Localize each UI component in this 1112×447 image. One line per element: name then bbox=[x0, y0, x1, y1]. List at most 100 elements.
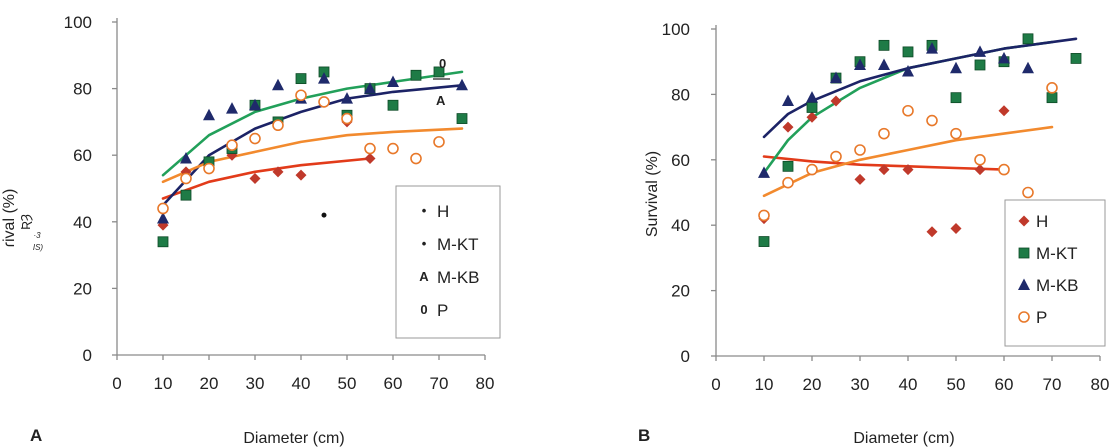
panel-a-point-h bbox=[249, 173, 261, 185]
panel-a-y-axis-title: ɾival (%) bbox=[1, 189, 18, 248]
panel-a-point-p bbox=[226, 139, 238, 152]
panel-b-point-m-kt bbox=[974, 59, 986, 71]
panel-b-x-tick-label: 0 bbox=[711, 375, 720, 394]
panel-b-legend-marker bbox=[1018, 311, 1030, 323]
panel-b-point-p bbox=[806, 163, 818, 176]
panel-a-point-m-kb bbox=[272, 78, 284, 91]
panel-b-point-h bbox=[998, 105, 1010, 117]
panel-b-y-tick-label: 20 bbox=[671, 282, 690, 301]
panel-a-legend-box bbox=[395, 185, 501, 339]
panel-a-trend-h bbox=[161, 157, 372, 200]
panel-a-y-tick-label: 40 bbox=[73, 213, 92, 232]
panel-b-point-p bbox=[974, 154, 986, 166]
panel-a-point-m-kb bbox=[180, 152, 192, 164]
panel-b-point-p bbox=[902, 104, 914, 117]
panel-a-x-tick-label: 40 bbox=[292, 374, 311, 393]
panel-a-point-h bbox=[295, 169, 307, 181]
panel-b-y-axis-title: Survival (%) bbox=[644, 151, 661, 237]
panel-a-point-m-kb bbox=[456, 78, 468, 91]
panel-a-legend: • H • M-KT A M-KB 0 P bbox=[395, 185, 501, 339]
panel-b-point-h bbox=[926, 226, 938, 238]
panel-a-point-p bbox=[410, 152, 422, 165]
panel-b-legend-marker bbox=[1018, 215, 1030, 227]
panel-a-point-m-kb bbox=[203, 108, 215, 121]
panel-b-y-tick-label: 60 bbox=[671, 151, 690, 170]
panel-b-x-tick-label: 30 bbox=[851, 375, 870, 394]
panel-a-point-m-kb bbox=[387, 75, 399, 87]
panel-b-x-tick-label: 20 bbox=[803, 375, 822, 394]
panel-b-x-tick-label: 50 bbox=[947, 375, 966, 394]
panel-b-point-m-kb bbox=[830, 71, 842, 84]
panel-b-point-m-kt bbox=[758, 236, 770, 247]
panel-a-point-p bbox=[203, 162, 215, 175]
panel-a-point-p bbox=[433, 136, 445, 148]
panel-b-point-p bbox=[926, 114, 938, 127]
panel-a-legend-label: M-KB bbox=[437, 268, 480, 287]
panel-a-x-tick-label: 30 bbox=[246, 374, 265, 393]
panel-b-legend-label: P bbox=[1036, 308, 1047, 327]
panel-b-point-m-kb bbox=[950, 61, 962, 74]
panel-a-x-tick-label: 80 bbox=[476, 374, 495, 393]
panel-a-point-m-kt bbox=[295, 73, 307, 85]
panel-a-point-m-kb bbox=[226, 102, 238, 114]
panel-a-point-m-kt bbox=[410, 69, 422, 81]
panel-a-point-m-kb bbox=[157, 211, 169, 224]
panel-a-point-m-kt bbox=[180, 189, 192, 201]
panel-b-point-h bbox=[806, 111, 818, 123]
panel-a-legend-marker: • bbox=[422, 236, 427, 251]
panel-b-plot-area: 0 20 40 60 80 100 0 10 20 30 40 50 60 70 80 bbox=[662, 20, 1110, 394]
panel-a-point-h bbox=[364, 153, 376, 165]
panel-a-legend-marker: A bbox=[419, 269, 429, 284]
panel-b-legend-marker bbox=[1018, 278, 1030, 290]
panel-b-y-tick-label: 100 bbox=[662, 20, 690, 39]
panel-b-trend-m-kb bbox=[762, 37, 1078, 139]
panel-b-point-m-kb bbox=[758, 166, 770, 178]
panel-b-point-m-kb bbox=[926, 42, 938, 54]
panel-b-point-p bbox=[830, 150, 842, 163]
panel-b-point-m-kt bbox=[878, 39, 890, 51]
panel-b-point-m-kt bbox=[1046, 92, 1058, 104]
panel-b-point-m-kt bbox=[1022, 33, 1034, 45]
panel-a-point-p bbox=[341, 112, 353, 125]
panel-b-point-p bbox=[1046, 82, 1058, 94]
panel-a-x-tick-label: 20 bbox=[200, 374, 219, 393]
panel-a-letter: A bbox=[30, 426, 42, 445]
chart-panel-b: B Diameter (cm) Survival (%) 0 20 40 60 80 10… bbox=[638, 20, 1109, 447]
panel-b-point-h bbox=[878, 164, 890, 176]
panel-a-point-p bbox=[364, 142, 376, 155]
panel-b-x-tick-label: 80 bbox=[1091, 375, 1110, 394]
panel-a-x-tick-label: 70 bbox=[430, 374, 449, 393]
panel-a-x-tick-label: 60 bbox=[384, 374, 403, 393]
panel-b-point-p bbox=[878, 127, 890, 140]
panel-a-point-p bbox=[249, 132, 261, 145]
panel-a-inplot-mark-0: 0 bbox=[439, 56, 446, 71]
panel-a-y-tick-label: 100 bbox=[64, 13, 92, 32]
panel-a-point-p bbox=[387, 142, 399, 155]
panel-a-x-axis-title: Diameter (cm) bbox=[243, 430, 344, 447]
panel-a-point-m-kb bbox=[341, 92, 353, 104]
panel-b-point-m-kt bbox=[902, 46, 914, 58]
panel-a-stray-point bbox=[321, 212, 327, 218]
panel-b-point-h bbox=[854, 173, 866, 185]
panel-b-point-m-kb bbox=[878, 58, 890, 70]
panel-a-point-m-kt bbox=[433, 66, 445, 78]
panel-a-x-tick-label: 0 bbox=[112, 374, 121, 393]
panel-a-y-tick-label: 20 bbox=[73, 279, 92, 298]
panel-a-point-m-kt bbox=[387, 99, 399, 111]
panel-b-point-h bbox=[974, 164, 986, 176]
panel-a-legend-marker: 0 bbox=[420, 302, 427, 317]
panel-b-y-tick-label: 0 bbox=[681, 347, 690, 366]
panel-a-trend-m-kb bbox=[161, 84, 464, 207]
panel-a-y-tick-label: 0 bbox=[83, 346, 92, 365]
panel-a-point-m-kt bbox=[157, 236, 169, 248]
panel-a-legend-label: P bbox=[437, 301, 448, 320]
panel-a-plot-area: 0 20 40 60 80 100 0 10 20 30 40 50 60 70 80 bbox=[64, 13, 495, 393]
panel-b-x-tick-label: 10 bbox=[755, 375, 774, 394]
panel-a-point-h bbox=[272, 166, 284, 178]
panel-b-x-axis-title: Diameter (cm) bbox=[853, 430, 954, 447]
panel-b-x-tick-label: 70 bbox=[1043, 375, 1062, 394]
panel-b-point-m-kb bbox=[998, 51, 1010, 64]
panel-b-point-h bbox=[830, 95, 842, 107]
panel-b-legend-label: H bbox=[1036, 212, 1048, 231]
